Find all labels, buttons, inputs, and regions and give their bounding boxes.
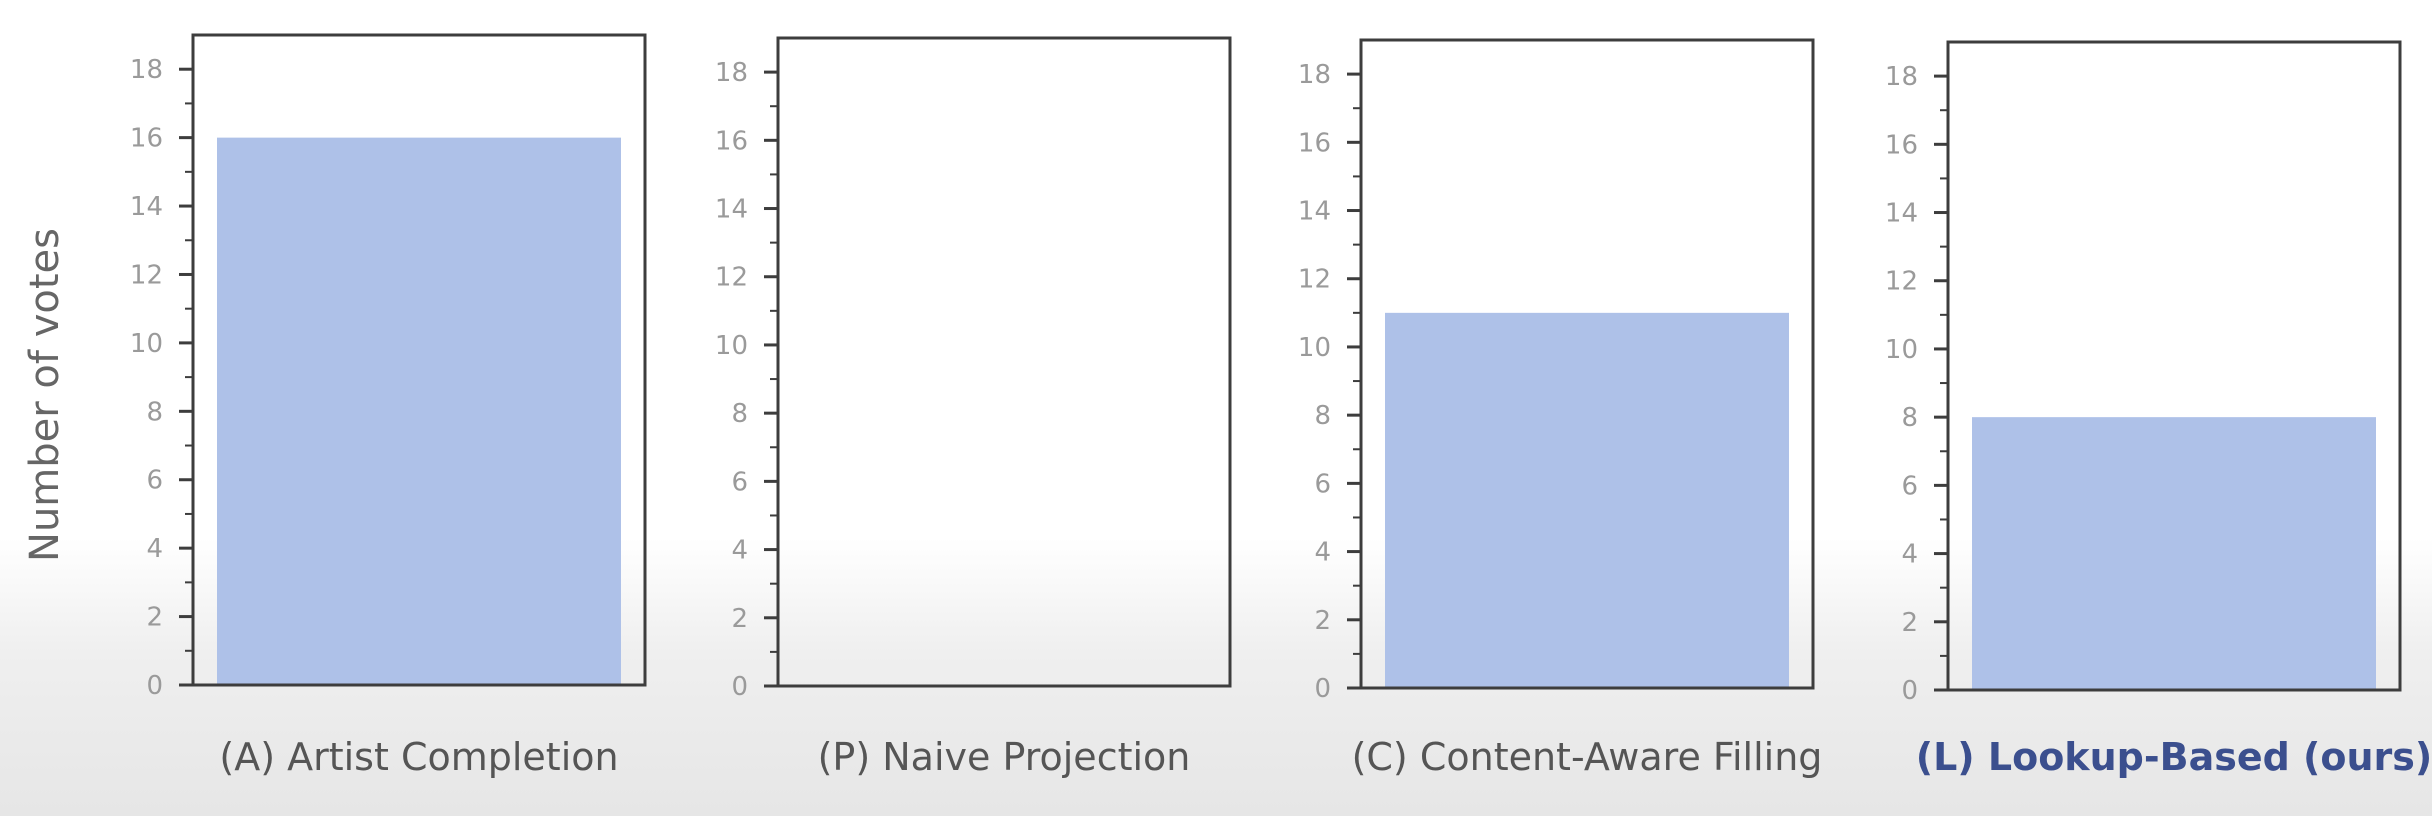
- y-tick-label: 2: [1314, 606, 1331, 636]
- y-tick-label: 16: [715, 126, 748, 156]
- y-tick-label: 4: [731, 536, 748, 566]
- chart-panel-3: 0 2 4 6 8 10 12 14 16 18 (C) Content-Aware Filling: [1298, 38, 1823, 779]
- y-tick-label: 8: [1314, 401, 1331, 431]
- y-tick-label: 6: [731, 467, 748, 497]
- y-tick-label: 10: [1885, 335, 1918, 365]
- y-tick-label: 18: [130, 55, 163, 85]
- chart-panel-2: 0 2 4 6 8 10 12 14 16 18 (P) Naive Projection: [715, 36, 1232, 779]
- y-tick-label: 16: [1298, 128, 1331, 158]
- y-tick-label: 18: [715, 58, 748, 88]
- panel-frame-2: [776, 36, 1232, 688]
- y-tick-label: 10: [130, 329, 163, 359]
- y-tick-label: 18: [1298, 60, 1331, 90]
- panel-frame-3: [1359, 38, 1815, 690]
- y-tick-label: 0: [1314, 674, 1331, 704]
- chart-panel-1: 0 2 4 6 8 10 12 14 16 18 (A) Artist Completion: [130, 33, 647, 779]
- y-tick-label: 10: [1298, 333, 1331, 363]
- category-label-2: (P) Naive Projection: [818, 735, 1191, 779]
- bar-panel-4: [1972, 417, 2376, 690]
- y-tick-label: 2: [731, 604, 748, 634]
- panel-frame-1: [191, 33, 647, 687]
- y-tick-label: 0: [1901, 676, 1918, 706]
- y-tick-label: 2: [1901, 608, 1918, 638]
- y-tick-label: 18: [1885, 62, 1918, 92]
- y-tick-label: 8: [731, 399, 748, 429]
- y-tick-label: 6: [1901, 471, 1918, 501]
- y-tick-label: 14: [1298, 197, 1331, 227]
- y-tick-label: 12: [130, 260, 163, 290]
- y-tick-label: 4: [1901, 540, 1918, 570]
- y-tick-label: 8: [1901, 403, 1918, 433]
- y-tick-label: 14: [715, 195, 748, 225]
- category-label-4: (L) Lookup-Based (ours): [1916, 735, 2432, 779]
- y-tick-label: 14: [1885, 199, 1918, 229]
- y-tick-label: 4: [146, 534, 163, 564]
- y-tick-label: 8: [146, 397, 163, 427]
- bar-panel-1: [217, 137, 621, 685]
- y-tick-label: 12: [1298, 265, 1331, 295]
- y-tick-label: 10: [715, 331, 748, 361]
- category-label-3: (C) Content-Aware Filling: [1352, 735, 1823, 779]
- category-label-1: (A) Artist Completion: [219, 735, 618, 779]
- y-tick-label: 12: [1885, 267, 1918, 297]
- y-tick-label: 4: [1314, 538, 1331, 568]
- y-tick-label: 6: [146, 466, 163, 496]
- bar-panel-3: [1385, 312, 1789, 688]
- chart-panels: 0 2 4 6 8 10 12 14 16 18 (A) Artist Completion 0 2 4 6…: [130, 33, 2432, 779]
- panel-frame-4: [1946, 40, 2402, 692]
- y-tick-label: 0: [146, 671, 163, 701]
- y-tick-label: 14: [130, 192, 163, 222]
- y-tick-label: 0: [731, 672, 748, 702]
- y-tick-label: 16: [1885, 130, 1918, 160]
- y-tick-label: 6: [1314, 469, 1331, 499]
- y-axis-title: Number of votes: [22, 228, 68, 562]
- chart-panel-4: 0 2 4 6 8 10 12 14 16 18 (L) Lookup-Based (ours): [1885, 40, 2432, 779]
- y-tick-label: 16: [130, 124, 163, 154]
- y-tick-label: 2: [146, 603, 163, 633]
- y-tick-label: 12: [715, 263, 748, 293]
